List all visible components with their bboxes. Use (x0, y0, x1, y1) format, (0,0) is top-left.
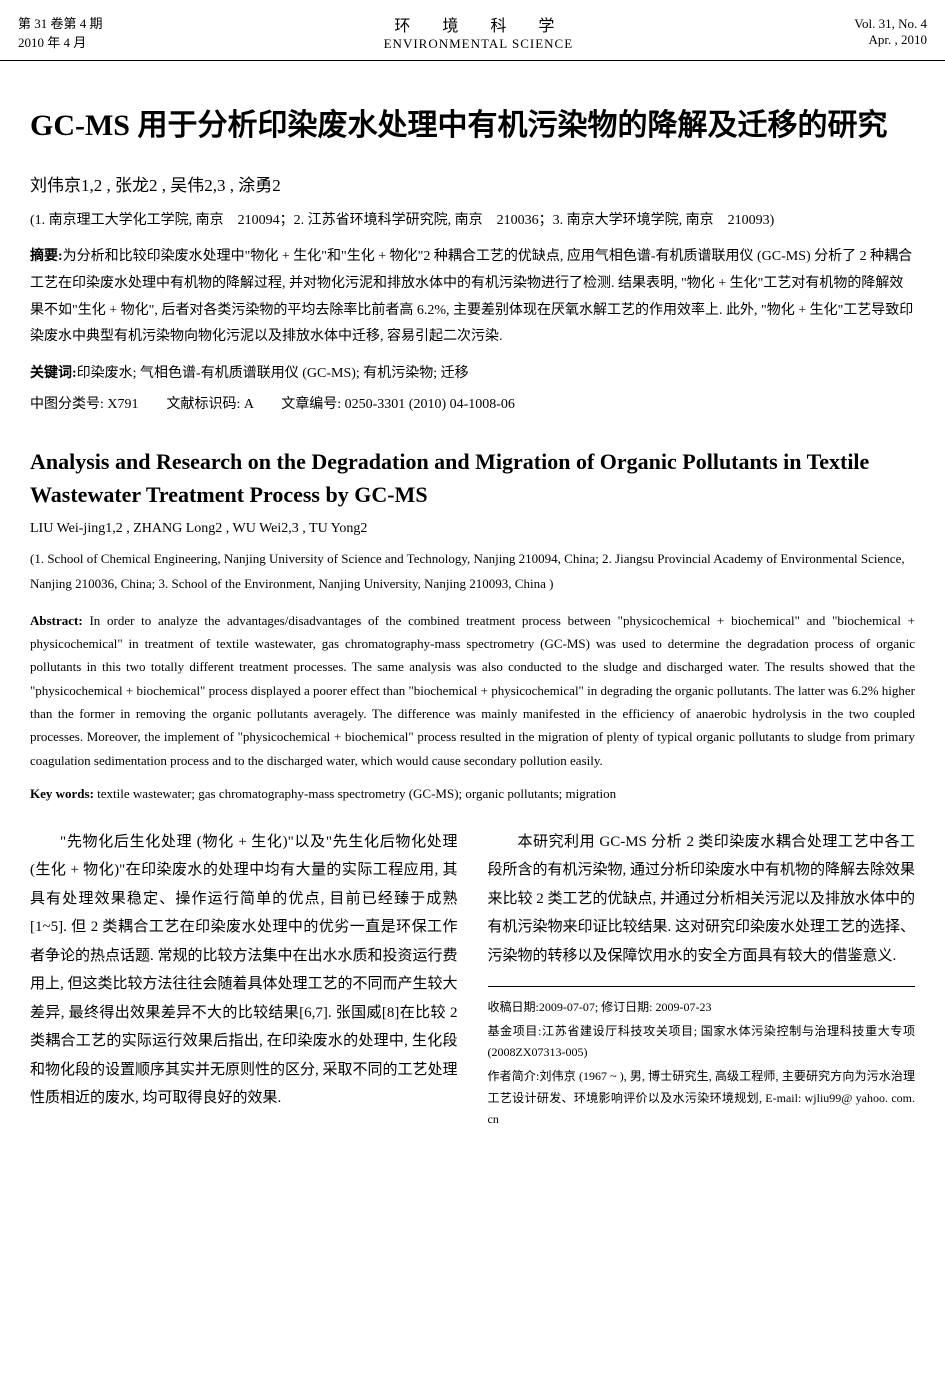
abstract-cn-text: 为分析和比较印染废水处理中"物化 + 生化"和"生化 + 物化"2 种耦合工艺的… (30, 249, 913, 344)
keywords-cn-block: 关键词:印染废水; 气相色谱-有机质谱联用仪 (GC-MS); 有机污染物; 迁… (30, 361, 915, 386)
journal-name-en: ENVIRONMENTAL SCIENCE (384, 36, 574, 52)
abstract-en-text: In order to analyze the advantages/disad… (30, 613, 915, 768)
classification-line: 中图分类号: X791 文献标识码: A 文章编号: 0250-3301 (20… (30, 392, 915, 417)
keywords-cn-label: 关键词: (30, 366, 77, 381)
author-text: 刘伟京 (1967 ~ ), 男, 博士研究生, 高级工程师, 主要研究方向为污… (488, 1069, 916, 1126)
received-label: 收稿日期: (488, 1000, 539, 1014)
date-cn: 2010 年 4 月 (18, 32, 103, 51)
footnote-fund: 基金项目:江苏省建设厅科技攻关项目; 国家水体污染控制与治理科技重大专项 (20… (488, 1021, 916, 1064)
keywords-en-label: Key words: (30, 786, 94, 801)
body-para-2: 本研究利用 GC-MS 分析 2 类印染废水耦合处理工艺中各工段所含的有机污染物… (488, 828, 916, 971)
column-right: 本研究利用 GC-MS 分析 2 类印染废水耦合处理工艺中各工段所含的有机污染物… (488, 828, 916, 1133)
page-header: 第 31 卷第 4 期 2010 年 4 月 环 境 科 学 ENVIRONME… (0, 0, 945, 61)
body-columns: "先物化后生化处理 (物化 + 生化)"以及"先生化后物化处理 (生化 + 物化… (30, 828, 915, 1133)
paper-title-en: Analysis and Research on the Degradation… (30, 445, 915, 511)
received-text: 2009-07-07; 修订日期: 2009-07-23 (539, 1000, 712, 1014)
affiliation-en: (1. School of Chemical Engineering, Nanj… (30, 547, 915, 596)
keywords-en-block: Key words: textile wastewater; gas chrom… (30, 782, 915, 805)
date-en: Apr. , 2010 (854, 32, 927, 48)
content-area: GC-MS 用于分析印染废水处理中有机污染物的降解及迁移的研究 刘伟京1,2 ,… (0, 61, 945, 1157)
abstract-cn-block: 摘要:为分析和比较印染废水处理中"物化 + 生化"和"生化 + 物化"2 种耦合… (30, 244, 915, 350)
header-center: 环 境 科 学 ENVIRONMENTAL SCIENCE (384, 12, 574, 52)
authors-en: LIU Wei-jing1,2 , ZHANG Long2 , WU Wei2,… (30, 521, 915, 537)
affiliation-cn: (1. 南京理工大学化工学院, 南京 210094；2. 江苏省环境科学研究院,… (30, 210, 915, 232)
footnote-received: 收稿日期:2009-07-07; 修订日期: 2009-07-23 (488, 997, 916, 1019)
header-right: Vol. 31, No. 4 Apr. , 2010 (854, 16, 927, 48)
fund-label: 基金项目: (488, 1024, 542, 1038)
footnote-author: 作者简介:刘伟京 (1967 ~ ), 男, 博士研究生, 高级工程师, 主要研… (488, 1066, 916, 1131)
abstract-en-block: Abstract: In order to analyze the advant… (30, 609, 915, 773)
header-left: 第 31 卷第 4 期 2010 年 4 月 (18, 13, 103, 51)
keywords-cn-text: 印染废水; 气相色谱-有机质谱联用仪 (GC-MS); 有机污染物; 迁移 (77, 366, 469, 381)
author-label: 作者简介: (488, 1069, 540, 1083)
abstract-en-label: Abstract: (30, 613, 83, 628)
vol-en: Vol. 31, No. 4 (854, 16, 927, 32)
body-para-1: "先物化后生化处理 (物化 + 生化)"以及"先生化后物化处理 (生化 + 物化… (30, 828, 458, 1113)
journal-name-cn: 环 境 科 学 (384, 12, 574, 36)
vol-issue-cn: 第 31 卷第 4 期 (18, 13, 103, 32)
footnotes-block: 收稿日期:2009-07-07; 修订日期: 2009-07-23 基金项目:江… (488, 986, 916, 1131)
paper-title-cn: GC-MS 用于分析印染废水处理中有机污染物的降解及迁移的研究 (30, 105, 915, 147)
keywords-en-text: textile wastewater; gas chromatography-m… (97, 786, 616, 801)
column-left: "先物化后生化处理 (物化 + 生化)"以及"先生化后物化处理 (生化 + 物化… (30, 828, 458, 1133)
fund-text: 江苏省建设厅科技攻关项目; 国家水体污染控制与治理科技重大专项 (2008ZX0… (488, 1024, 916, 1060)
abstract-cn-label: 摘要: (30, 249, 63, 264)
authors-cn: 刘伟京1,2 , 张龙2 , 吴伟2,3 , 涂勇2 (30, 171, 915, 196)
